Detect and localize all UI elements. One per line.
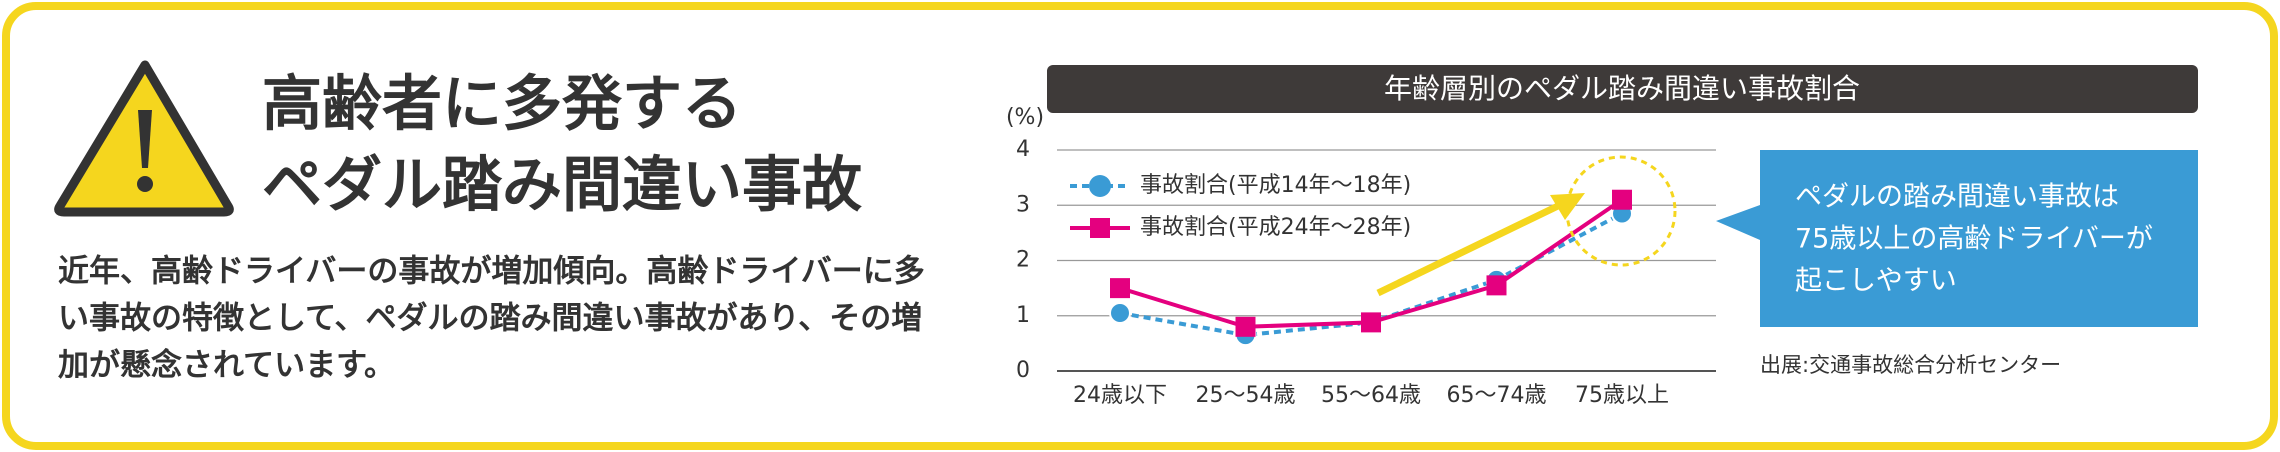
legend-label: 事故割合(平成14年〜18年) [1140,173,1411,198]
body-text: 加が懸念されています。 [58,348,395,384]
warning-dot [137,176,153,192]
highlight-circle [1565,155,1677,267]
x-tick-label: 55〜64歳 [1321,383,1421,408]
trend-arrow-head [1550,193,1585,220]
legend-marker [1090,218,1110,238]
point [1612,189,1632,210]
chart-title: 年齢層別のペダル踏み間違い事故割合 [1384,72,1860,105]
plot: 0 1 2 3 4 24歳以下 25〜54歳 55〜64歳 65〜74歳 75歳以上 事故割合(平成… [1016,137,1716,408]
y-tick-label: 1 [1016,303,1030,328]
legend-label: 事故割合(平成24年〜28年) [1140,215,1411,240]
title: 高齢者に多発する [262,70,742,140]
callout-text: 75歳以上の高齢ドライバーが [1795,224,2153,255]
point [1361,312,1381,333]
y-tick-label: 0 [1016,358,1030,383]
callout-text: 起こしやすい [1795,266,1957,297]
y-axis-label: (%) [1006,105,1044,130]
title: ペダル踏み間違い事故 [262,151,862,221]
y-tick-label: 3 [1016,192,1030,217]
body-text: 近年、高齢ドライバーの事故が増加傾向。高齢ドライバーに多 [58,254,925,290]
y-tick-label: 2 [1016,248,1030,273]
source: 出展:交通事故総合分析センター [1760,353,2061,377]
callout-box [1716,150,2198,327]
warning-mark [138,110,152,168]
point [1110,278,1130,299]
x-tick-label: 65〜74歳 [1447,383,1547,408]
x-tick-label: 25〜54歳 [1196,383,1296,408]
point [1235,316,1256,337]
point [1486,275,1507,296]
callout-text: ペダルの踏み間違い事故は [1795,182,2119,213]
x-tick-label: 24歳以下 [1073,383,1167,408]
trend-arrow [1376,201,1562,297]
chart-title-bar [1047,65,2198,113]
legend-marker [1089,175,1111,197]
x-tick-label: 75歳以上 [1575,383,1669,408]
point [1109,301,1131,324]
body-text: い事故の特徴として、ペダルの踏み間違い事故があり、その増 [58,301,922,337]
y-tick-label: 4 [1016,137,1030,162]
